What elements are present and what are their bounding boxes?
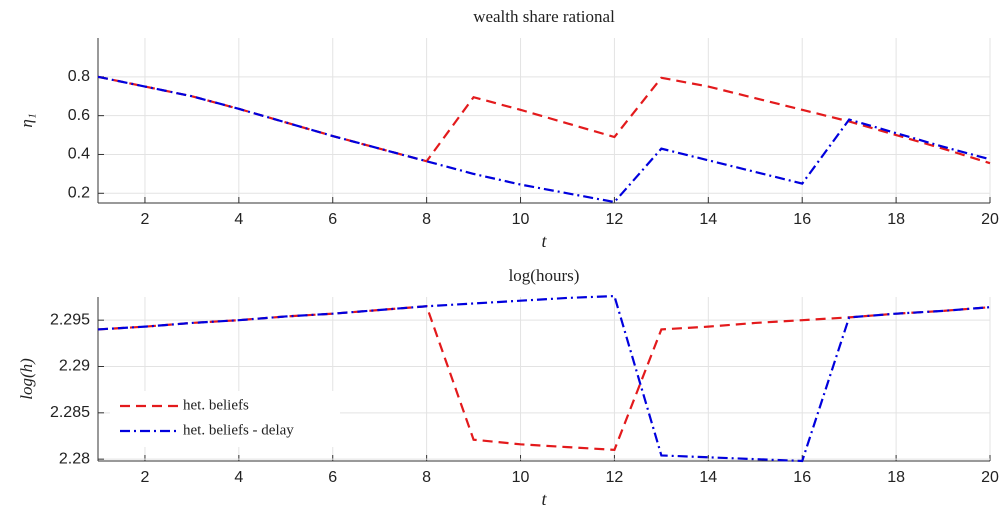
legend-label: het. beliefs <box>183 397 249 413</box>
y-tick-label: 2.29 <box>59 358 90 375</box>
y-tick-label: 0.2 <box>68 185 90 202</box>
x-tick-label: 4 <box>234 211 243 228</box>
x-tick-label: 8 <box>422 469 431 486</box>
x-tick-label: 10 <box>512 469 530 486</box>
x-tick-label: 18 <box>887 211 905 228</box>
y-axis-label: log(h) <box>17 358 36 400</box>
y-tick-label: 0.4 <box>68 146 90 163</box>
x-tick-label: 16 <box>793 469 811 486</box>
x-tick-label: 4 <box>234 469 243 486</box>
x-tick-label: 12 <box>606 469 624 486</box>
y-tick-label: 2.285 <box>50 404 90 421</box>
y-tick-label: 2.295 <box>50 311 90 328</box>
x-tick-label: 14 <box>699 211 717 228</box>
data-line <box>97 75 991 165</box>
x-tick-label: 20 <box>981 211 999 228</box>
y-axis-label: η₁ <box>17 113 36 127</box>
x-tick-label: 6 <box>328 211 337 228</box>
y-tick-label: 0.8 <box>68 68 90 85</box>
chart-title: wealth share rational <box>473 7 615 26</box>
x-tick-label: 20 <box>981 469 999 486</box>
x-tick-label: 14 <box>699 469 717 486</box>
x-tick-label: 2 <box>140 469 149 486</box>
y-tick-label: 0.6 <box>68 107 90 124</box>
y-tick-label: 2.28 <box>59 450 90 467</box>
x-tick-label: 10 <box>512 211 530 228</box>
x-tick-label: 2 <box>140 211 149 228</box>
data-line <box>97 75 991 204</box>
x-tick-label: 6 <box>328 469 337 486</box>
x-tick-label: 16 <box>793 211 811 228</box>
x-tick-label: 12 <box>606 211 624 228</box>
x-tick-label: 18 <box>887 469 905 486</box>
legend-box <box>110 391 340 447</box>
chart-title: log(hours) <box>509 266 580 285</box>
legend-label: het. beliefs - delay <box>183 422 294 438</box>
x-axis-label: t <box>541 489 547 509</box>
x-tick-label: 8 <box>422 211 431 228</box>
x-axis-label: t <box>541 231 547 251</box>
data-line <box>97 294 991 463</box>
